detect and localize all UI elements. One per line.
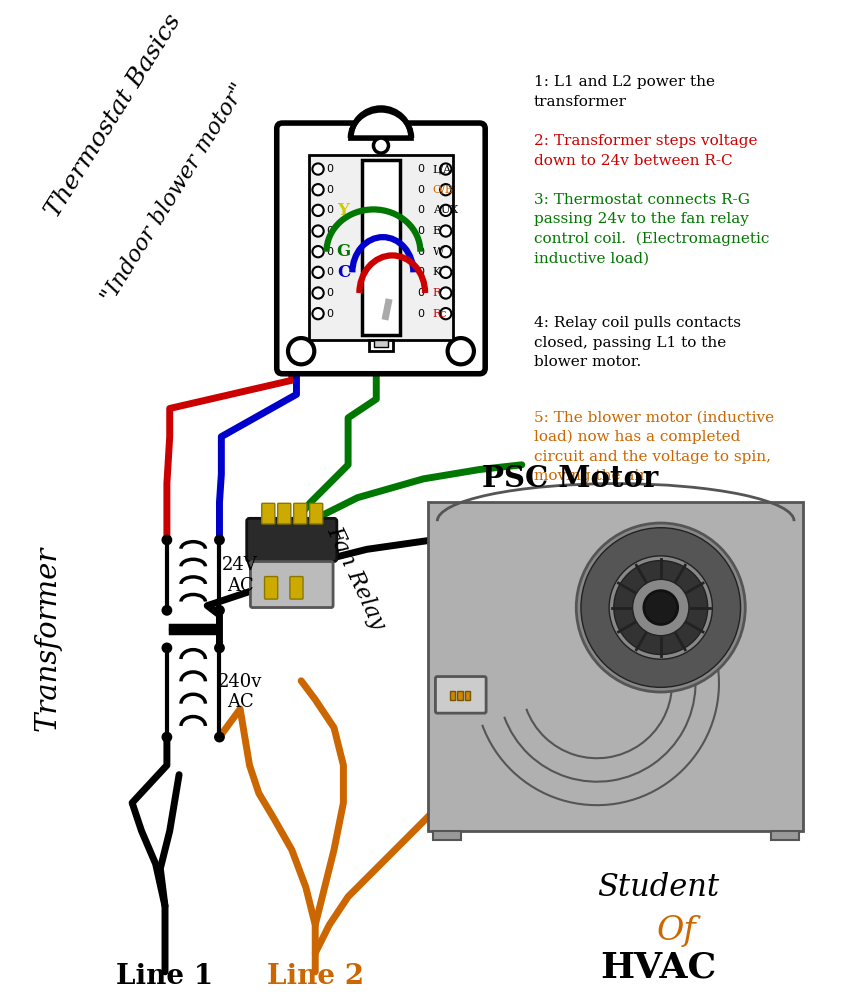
Bar	[428, 502, 803, 831]
Text: Transformer: Transformer	[34, 546, 61, 731]
Circle shape	[214, 643, 225, 653]
Text: 0: 0	[417, 185, 424, 195]
Text: 0: 0	[325, 288, 333, 298]
Text: 0: 0	[417, 309, 424, 319]
Text: "Indoor blower motor": "Indoor blower motor"	[98, 79, 251, 306]
Circle shape	[440, 205, 452, 216]
Text: O/B: O/B	[432, 185, 453, 195]
Circle shape	[440, 184, 452, 195]
FancyBboxPatch shape	[262, 503, 275, 524]
Circle shape	[576, 523, 745, 692]
Text: 0: 0	[417, 247, 424, 257]
Bar	[309, 155, 453, 340]
Circle shape	[162, 535, 172, 545]
Wedge shape	[351, 108, 411, 138]
Circle shape	[214, 732, 225, 742]
Text: R: R	[432, 288, 441, 298]
Bar	[432, 831, 461, 840]
Bar	[374, 340, 388, 347]
Text: Line 1: Line 1	[116, 963, 214, 990]
Text: 240v
AC: 240v AC	[218, 673, 262, 711]
Text: 24V
AC: 24V AC	[222, 556, 258, 595]
Circle shape	[162, 606, 172, 615]
Circle shape	[214, 606, 225, 615]
Bar	[464, 691, 470, 700]
FancyBboxPatch shape	[246, 518, 337, 562]
Text: PSC Motor: PSC Motor	[483, 464, 659, 493]
Bar	[362, 160, 399, 335]
Text: 0: 0	[325, 164, 333, 174]
Text: Student: Student	[597, 872, 719, 903]
Circle shape	[162, 643, 172, 653]
FancyBboxPatch shape	[278, 503, 291, 524]
Text: 0: 0	[417, 267, 424, 277]
Text: 1: L1 and L2 power the
transformer: 1: L1 and L2 power the transformer	[534, 75, 715, 109]
FancyBboxPatch shape	[294, 503, 307, 524]
FancyBboxPatch shape	[251, 562, 333, 608]
Text: 0: 0	[417, 226, 424, 236]
Circle shape	[312, 163, 324, 175]
Text: Fan Relay: Fan Relay	[322, 522, 389, 633]
FancyBboxPatch shape	[277, 123, 485, 374]
Text: 0: 0	[417, 205, 424, 215]
Circle shape	[440, 225, 452, 237]
Circle shape	[440, 287, 452, 299]
Circle shape	[162, 732, 172, 742]
Wedge shape	[614, 561, 708, 654]
Bar	[449, 691, 455, 700]
Text: Rc: Rc	[432, 309, 447, 319]
Text: Y: Y	[337, 202, 349, 219]
Text: 3: Thermostat connects R-G
passing 24v to the fan relay
control coil.  (Electrom: 3: Thermostat connects R-G passing 24v t…	[534, 193, 770, 266]
Bar	[457, 691, 463, 700]
Circle shape	[447, 338, 474, 364]
Text: HVAC: HVAC	[600, 950, 716, 984]
FancyBboxPatch shape	[265, 577, 278, 599]
Text: 0: 0	[325, 267, 333, 277]
Circle shape	[440, 246, 452, 257]
Circle shape	[312, 205, 324, 216]
Text: 0: 0	[325, 309, 333, 319]
Text: L/A: L/A	[432, 164, 452, 174]
Text: 5: The blower motor (inductive
load) now has a completed
circuit and the voltage: 5: The blower motor (inductive load) now…	[534, 410, 774, 483]
Text: 0: 0	[417, 288, 424, 298]
Circle shape	[214, 535, 225, 545]
Circle shape	[288, 338, 315, 364]
Text: C: C	[336, 264, 350, 281]
Text: 0: 0	[325, 226, 333, 236]
Circle shape	[644, 591, 678, 624]
FancyBboxPatch shape	[290, 577, 303, 599]
Circle shape	[312, 267, 324, 278]
Text: W: W	[432, 247, 444, 257]
Text: 0: 0	[417, 164, 424, 174]
Text: G: G	[336, 243, 351, 260]
Wedge shape	[581, 528, 741, 687]
Text: 2: Transformer steps voltage
down to 24v between R-C: 2: Transformer steps voltage down to 24v…	[534, 134, 758, 168]
Circle shape	[440, 163, 452, 175]
Text: 4: Relay coil pulls contacts
closed, passing L1 to the
blower motor.: 4: Relay coil pulls contacts closed, pas…	[534, 316, 741, 369]
FancyBboxPatch shape	[309, 503, 323, 524]
Bar	[368, 340, 394, 351]
Text: 0: 0	[325, 185, 333, 195]
Circle shape	[440, 308, 452, 319]
Text: E: E	[432, 226, 441, 236]
Circle shape	[312, 308, 324, 319]
Circle shape	[373, 138, 389, 153]
Text: Of: Of	[657, 915, 696, 947]
Circle shape	[312, 246, 324, 257]
Bar	[770, 831, 799, 840]
Circle shape	[312, 287, 324, 299]
Text: 0: 0	[325, 247, 333, 257]
Circle shape	[440, 267, 452, 278]
Text: AUX: AUX	[432, 205, 458, 215]
Text: K: K	[432, 267, 441, 277]
Circle shape	[312, 225, 324, 237]
Text: 0: 0	[325, 205, 333, 215]
Circle shape	[312, 184, 324, 195]
Text: Line 2: Line 2	[267, 963, 364, 990]
FancyBboxPatch shape	[436, 677, 486, 713]
Text: Thermostat Basics: Thermostat Basics	[41, 10, 185, 221]
